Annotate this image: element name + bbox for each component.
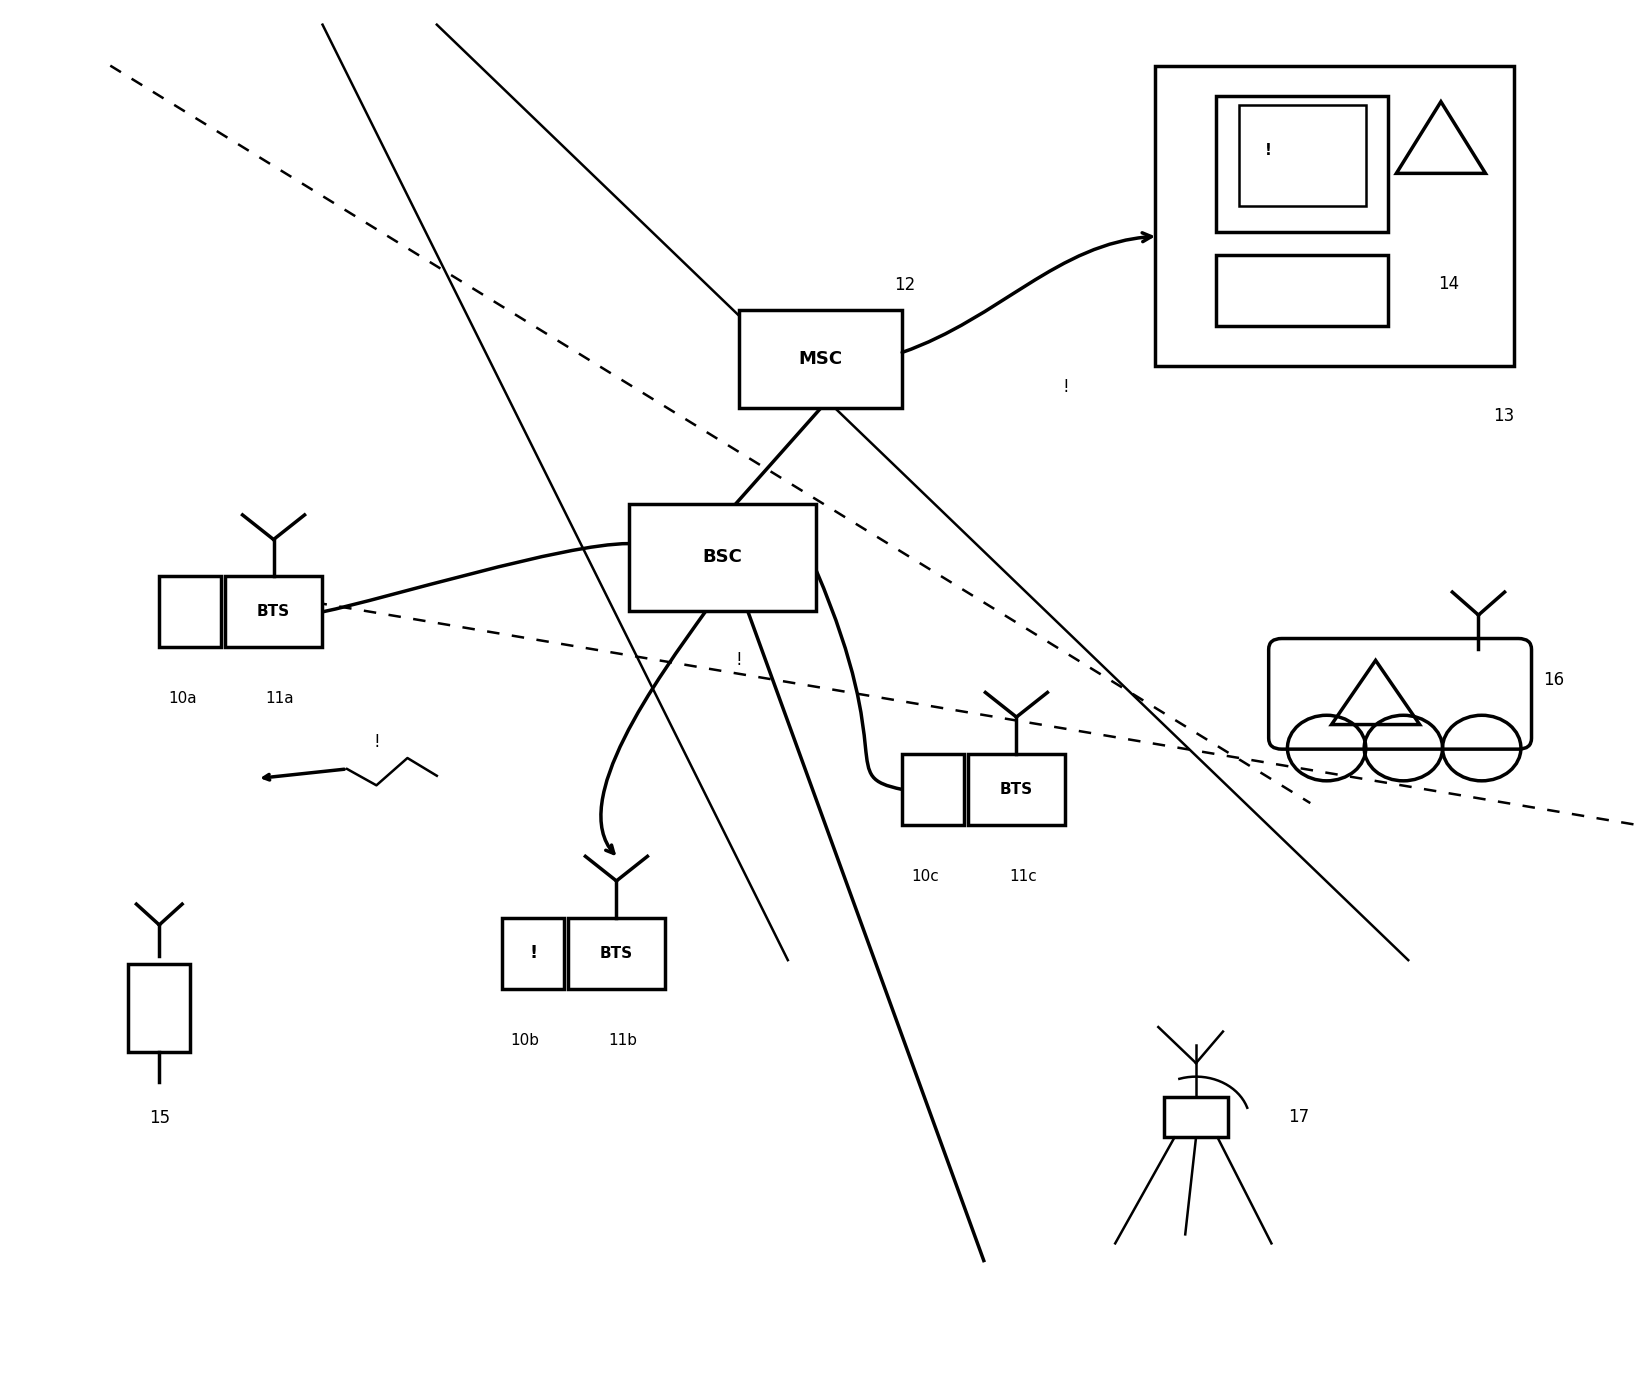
- Text: 13: 13: [1493, 407, 1515, 425]
- Bar: [128, 963, 190, 1052]
- Text: 12: 12: [894, 276, 916, 294]
- Text: !: !: [735, 651, 742, 669]
- Text: BTS: BTS: [258, 605, 290, 620]
- Text: 10a: 10a: [167, 691, 197, 706]
- Bar: [903, 754, 965, 824]
- Text: 10c: 10c: [911, 868, 939, 883]
- Text: 16: 16: [1543, 671, 1564, 690]
- Text: BTS: BTS: [601, 945, 633, 960]
- Text: !: !: [1062, 378, 1068, 396]
- FancyBboxPatch shape: [1268, 639, 1531, 749]
- Text: 14: 14: [1438, 275, 1459, 293]
- Text: 11a: 11a: [266, 691, 294, 706]
- Bar: [159, 576, 222, 647]
- Bar: [968, 754, 1065, 824]
- Bar: [225, 576, 322, 647]
- FancyArrowPatch shape: [601, 610, 706, 853]
- Text: !: !: [528, 944, 537, 962]
- Text: BSC: BSC: [702, 548, 742, 566]
- Text: 11c: 11c: [1009, 868, 1037, 883]
- Text: 15: 15: [149, 1109, 169, 1127]
- Bar: [1155, 66, 1515, 365]
- FancyArrowPatch shape: [903, 232, 1152, 352]
- Bar: [502, 918, 565, 989]
- Text: BTS: BTS: [999, 782, 1032, 797]
- Text: 11b: 11b: [609, 1032, 637, 1047]
- Text: 17: 17: [1288, 1109, 1310, 1127]
- Bar: [629, 504, 817, 610]
- Bar: [1216, 256, 1388, 327]
- Text: !: !: [373, 732, 379, 750]
- Text: 10b: 10b: [510, 1032, 540, 1047]
- Bar: [738, 311, 903, 408]
- Bar: [1216, 96, 1388, 232]
- Bar: [1163, 1096, 1229, 1138]
- Bar: [568, 918, 665, 989]
- Text: MSC: MSC: [799, 350, 842, 368]
- Text: !: !: [1265, 143, 1272, 158]
- Bar: [1239, 106, 1365, 206]
